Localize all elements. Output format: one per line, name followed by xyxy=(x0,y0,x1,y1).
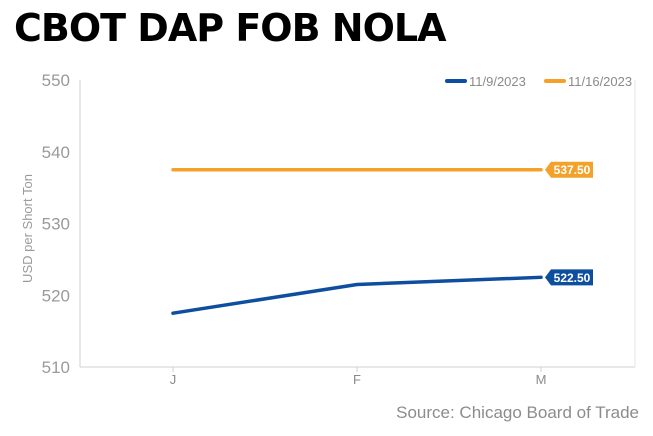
data-point xyxy=(355,168,359,172)
chart-series xyxy=(171,167,543,315)
data-point xyxy=(539,275,543,279)
y-tick-label: 540 xyxy=(42,143,70,162)
y-axis-label: USD per Short Ton xyxy=(20,174,35,283)
chart-title: CBOT DAP FOB NOLA xyxy=(14,6,447,50)
data-label: 537.50 xyxy=(554,163,591,177)
chart-legend: 11/9/2023 11/16/2023 xyxy=(445,74,632,89)
y-tick-label: 530 xyxy=(42,215,70,234)
legend-label: 11/9/2023 xyxy=(469,74,526,89)
chart-ticks: 510 520 530 540 550 J F M xyxy=(42,71,547,387)
series-line xyxy=(171,275,543,315)
legend-label: 11/16/2023 xyxy=(568,74,632,89)
data-point xyxy=(539,168,543,172)
data-label: 522.50 xyxy=(554,271,591,285)
end-label-flag xyxy=(545,269,593,286)
data-point xyxy=(171,168,175,172)
chart-end-labels: 522.50 537.50 xyxy=(545,161,593,286)
y-tick-label: 550 xyxy=(42,71,70,90)
end-label-flag xyxy=(545,161,593,178)
x-tick-label: J xyxy=(170,372,177,387)
source-note: Source: Chicago Board of Trade xyxy=(396,403,639,422)
data-point xyxy=(171,311,175,315)
x-tick-label: M xyxy=(536,372,547,387)
y-tick-label: 520 xyxy=(42,286,70,305)
y-tick-label: 510 xyxy=(42,358,70,377)
chart-axes xyxy=(79,80,636,368)
data-point xyxy=(355,282,359,286)
x-tick-label: F xyxy=(353,372,361,387)
